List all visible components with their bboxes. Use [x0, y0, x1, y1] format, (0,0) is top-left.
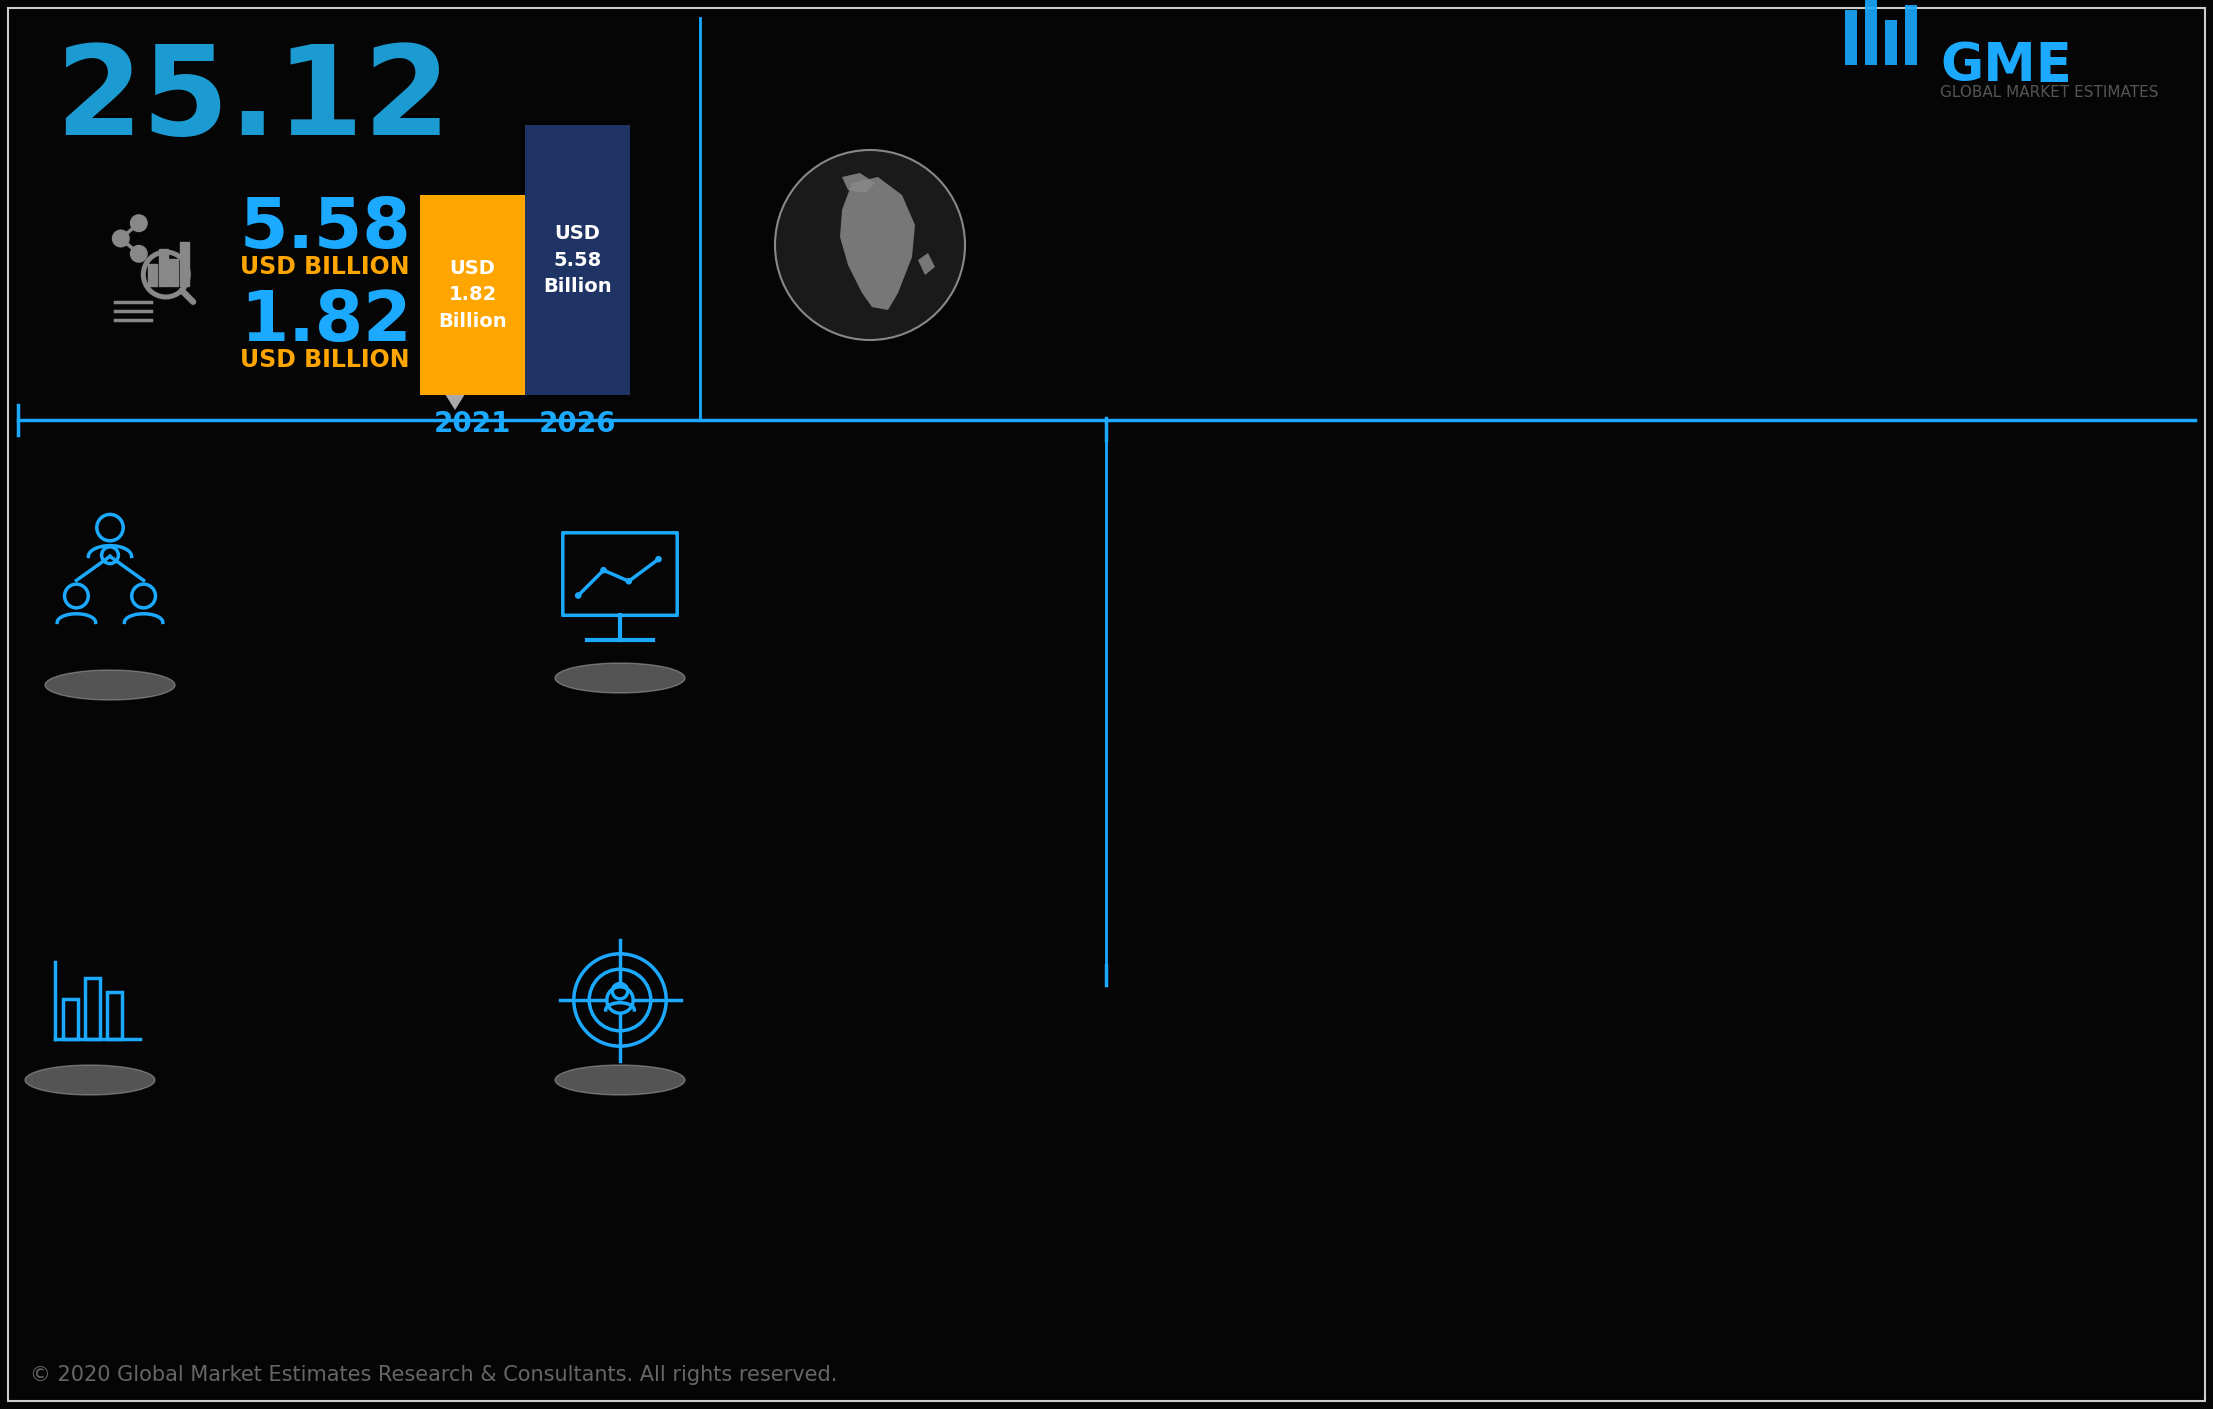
Text: USD
1.82
Billion: USD 1.82 Billion — [438, 259, 507, 331]
Bar — [84, 978, 100, 1038]
Circle shape — [775, 149, 965, 340]
Bar — [170, 259, 179, 286]
Ellipse shape — [44, 671, 175, 700]
Polygon shape — [841, 178, 914, 310]
Bar — [62, 999, 77, 1038]
Bar — [159, 249, 168, 286]
Polygon shape — [841, 173, 874, 193]
Text: USD BILLION: USD BILLION — [239, 255, 409, 279]
Text: USD
5.58
Billion: USD 5.58 Billion — [542, 224, 611, 296]
Bar — [106, 992, 122, 1038]
Bar — [1866, 0, 1877, 65]
Circle shape — [655, 557, 662, 562]
Polygon shape — [918, 254, 936, 275]
Bar — [1885, 20, 1897, 65]
Ellipse shape — [24, 1065, 155, 1095]
Circle shape — [113, 230, 131, 248]
Bar — [420, 194, 524, 395]
Circle shape — [575, 592, 582, 599]
Text: GME: GME — [1941, 39, 2071, 92]
Circle shape — [600, 566, 606, 573]
Text: USD BILLION: USD BILLION — [239, 348, 409, 372]
Bar — [179, 242, 188, 286]
Bar — [1846, 10, 1857, 65]
Text: 25.12: 25.12 — [55, 39, 451, 161]
Text: GLOBAL MARKET ESTIMATES: GLOBAL MARKET ESTIMATES — [1941, 85, 2158, 100]
Text: 2026: 2026 — [538, 410, 615, 438]
Ellipse shape — [555, 1065, 686, 1095]
Bar — [1905, 6, 1916, 65]
Text: © 2020 Global Market Estimates Research & Consultants. All rights reserved.: © 2020 Global Market Estimates Research … — [31, 1365, 837, 1385]
Ellipse shape — [555, 664, 686, 693]
Circle shape — [626, 578, 633, 585]
Text: 5.58: 5.58 — [239, 194, 412, 262]
Text: 1.82: 1.82 — [239, 287, 412, 355]
Circle shape — [131, 214, 148, 232]
Polygon shape — [434, 194, 478, 310]
Text: 2021: 2021 — [434, 410, 511, 438]
Circle shape — [131, 245, 148, 263]
Bar — [524, 125, 631, 395]
Polygon shape — [434, 294, 478, 410]
Bar — [148, 263, 157, 286]
